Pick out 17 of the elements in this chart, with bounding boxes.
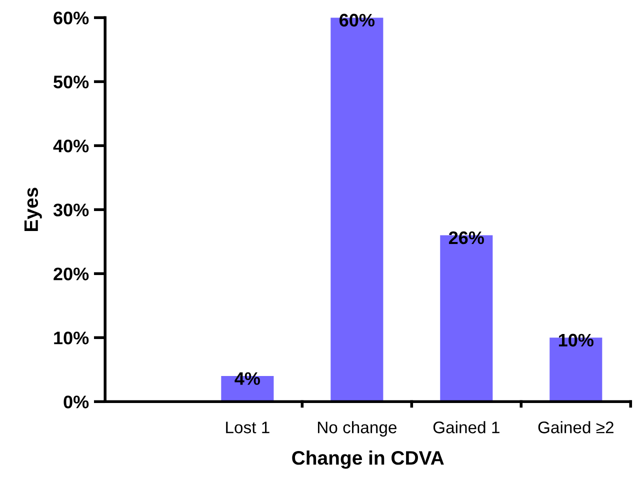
y-tick-label: 20% xyxy=(54,268,89,280)
data-label: 10% xyxy=(558,334,594,347)
x-tick-label: Gained ≥2 xyxy=(538,421,614,434)
y-tick-label: 10% xyxy=(54,332,89,344)
y-tick-label: 60% xyxy=(54,12,89,24)
x-tick-label: No change xyxy=(318,421,396,437)
x-axis-title: Change in CDVA xyxy=(292,450,444,469)
y-tick-label: 30% xyxy=(53,204,89,216)
data-label: 4% xyxy=(234,372,260,385)
x-tick-label: Gained 1 xyxy=(433,421,500,434)
y-axis-title: Eyes xyxy=(24,188,42,232)
data-label: 26% xyxy=(448,231,484,244)
y-tick-label: 40% xyxy=(53,140,89,152)
x-tick-label: Lost 1 xyxy=(226,422,270,434)
y-tick-label: 50% xyxy=(54,76,89,88)
data-label: 60% xyxy=(340,14,375,27)
y-tick-label: 0% xyxy=(64,396,89,408)
